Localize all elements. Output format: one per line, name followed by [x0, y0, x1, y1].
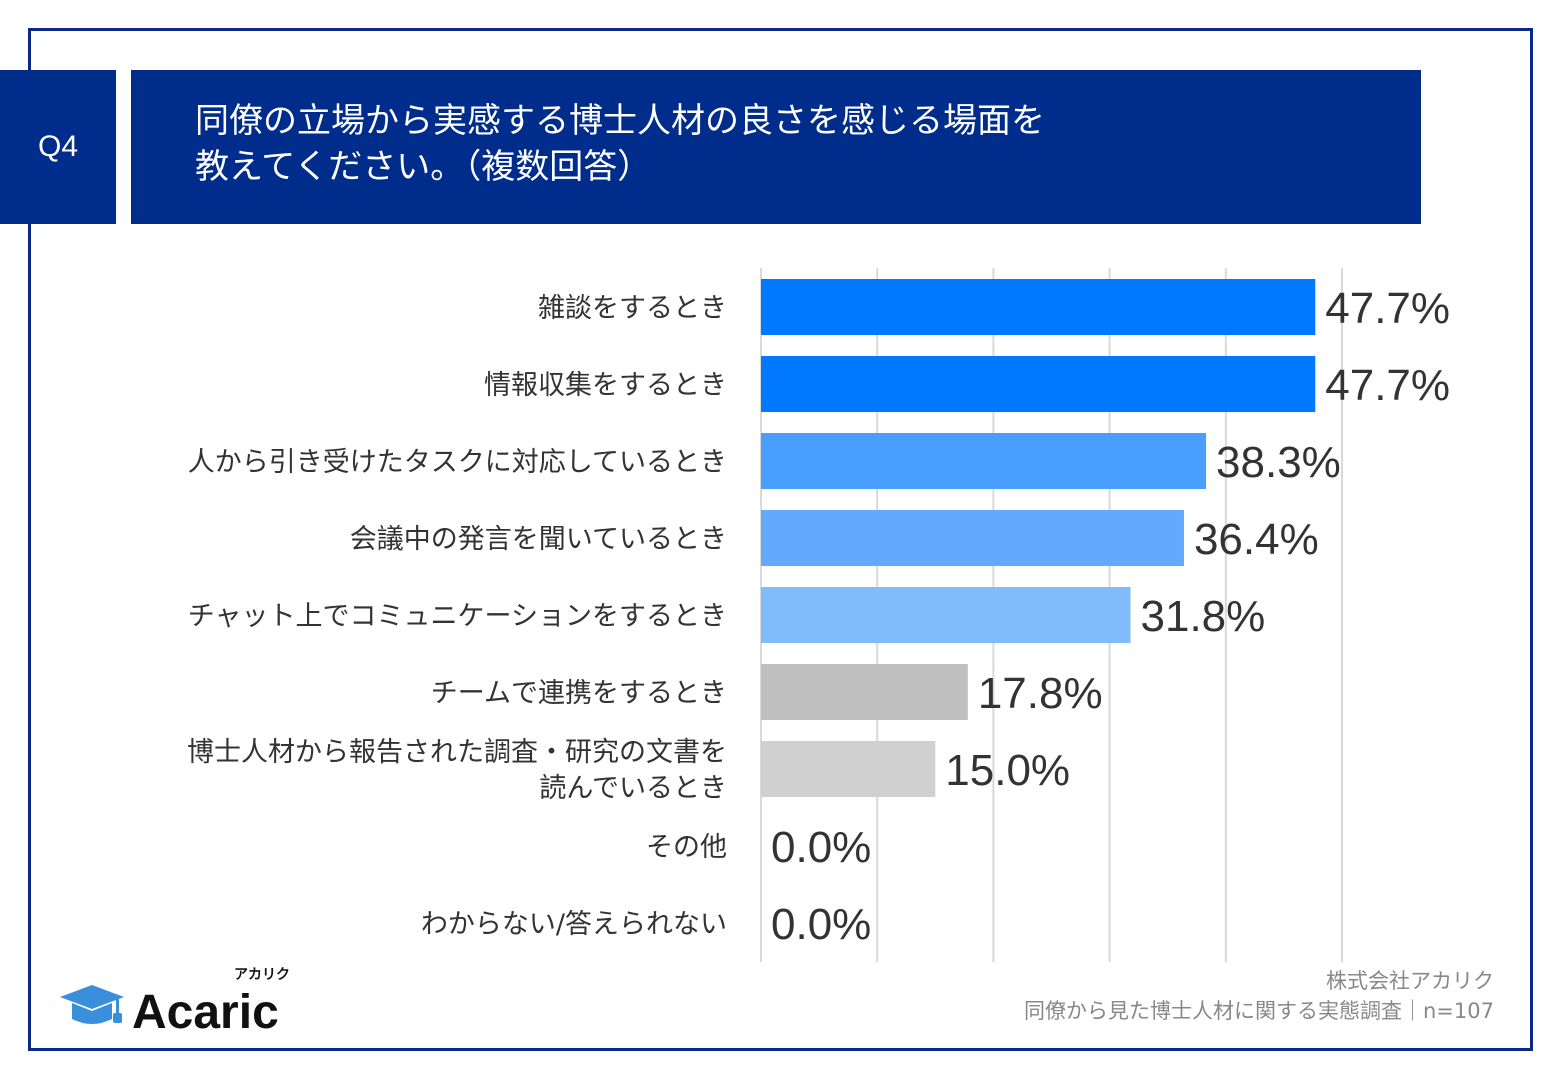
- bar: [761, 433, 1207, 489]
- data-label: 31.8%: [1141, 592, 1266, 641]
- bar: [761, 741, 936, 797]
- category-label: 人から引き受けたタスクに対応しているとき: [188, 447, 727, 478]
- bar: [761, 510, 1184, 566]
- logo-kana: アカリク: [234, 967, 290, 983]
- bar: [761, 587, 1131, 643]
- data-label: 47.7%: [1325, 284, 1450, 333]
- category-label: 読んでいるとき: [539, 773, 727, 804]
- data-label: 47.7%: [1325, 361, 1450, 410]
- bar: [761, 279, 1316, 335]
- bar: [761, 356, 1316, 412]
- data-label: 38.3%: [1216, 438, 1341, 487]
- category-label: 会議中の発言を聞いているとき: [350, 524, 727, 555]
- footer-survey: 同僚から見た博士人材に関する実態調査｜n=107: [1024, 999, 1494, 1023]
- category-label: 博士人材から報告された調査・研究の文書を: [187, 737, 727, 768]
- data-label: 0.0%: [771, 823, 871, 872]
- category-label: 情報収集をするとき: [484, 370, 727, 401]
- category-label: その他: [646, 832, 727, 863]
- data-label: 15.0%: [945, 746, 1070, 795]
- question-number: Q4: [0, 70, 116, 224]
- logo-text: Acaric: [132, 986, 279, 1039]
- title-line-2: 教えてください。（複数回答）: [195, 147, 652, 187]
- bar: [761, 664, 968, 720]
- data-label: 17.8%: [978, 669, 1103, 718]
- title-line-1: 同僚の立場から実感する博士人材の良さを感じる場面を: [195, 101, 1045, 141]
- chart-title: 同僚の立場から実感する博士人材の良さを感じる場面を 教えてください。（複数回答）: [131, 70, 1421, 224]
- data-label: 36.4%: [1194, 515, 1319, 564]
- category-label: わからない/答えられない: [421, 909, 727, 940]
- footer: 株式会社アカリク 同僚から見た博士人材に関する実態調査｜n=107: [1024, 966, 1494, 1026]
- data-label: 0.0%: [771, 900, 871, 949]
- category-label: 雑談をするとき: [538, 293, 727, 324]
- category-label: チームで連携をするとき: [431, 678, 727, 709]
- acaric-logo: Acaric アカリク: [58, 967, 318, 1039]
- graduation-cap-icon: [60, 985, 124, 1024]
- chart-frame: [28, 28, 1533, 1051]
- category-label: チャット上でコミュニケーションをするとき: [188, 601, 727, 632]
- footer-company: 株式会社アカリク: [1326, 969, 1494, 993]
